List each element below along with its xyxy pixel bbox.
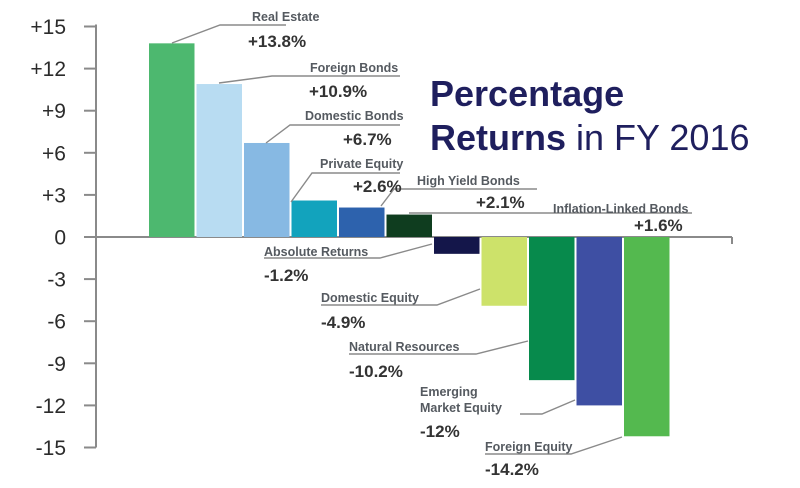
category-label: Real Estate [252,10,319,24]
bar [196,84,242,237]
leader-line [171,24,286,44]
chart-title-line-2: Returns in FY 2016 [430,117,750,158]
value-label: +2.1% [476,193,525,212]
bar [481,237,527,306]
bar [291,200,337,237]
chart-title-rest-part: in FY 2016 [566,117,749,158]
y-tick-label: 0 [54,227,66,250]
y-tick-label: -9 [47,353,66,376]
category-label: Domestic Equity [321,291,419,305]
leader-line [265,124,400,144]
value-label: +6.7% [343,130,392,149]
chart-title-line-1: Percentage [430,73,624,114]
y-tick-label: -6 [47,311,66,334]
bar [434,237,480,254]
category-label: Absolute Returns [264,245,368,259]
y-tick-label: +12 [30,58,66,81]
value-label: -14.2% [485,460,539,479]
leader-line [321,288,481,306]
leader-line [380,188,537,207]
y-tick-label: +6 [42,142,66,165]
value-label: +2.6% [353,177,402,196]
category-label: Domestic Bonds [305,109,404,123]
y-tick-label: -12 [36,395,66,418]
category-label: Foreign Equity [485,440,573,454]
bar [386,214,432,237]
bar [149,43,195,238]
bar [576,237,622,406]
category-label: Inflation-Linked Bonds [553,202,688,216]
value-label: -1.2% [264,266,308,285]
category-label: Private Equity [320,157,403,171]
category-label: Foreign Bonds [310,61,398,75]
leader-layer [171,24,692,455]
leader-line [218,75,400,84]
value-label: +1.6% [634,216,683,235]
bar [244,142,290,237]
y-tick-label: -15 [36,437,66,460]
category-label: Emerging [420,385,478,399]
leader-line [485,436,623,455]
leader-line [290,172,400,203]
value-label: -12% [420,422,460,441]
category-label: High Yield Bonds [417,174,520,188]
y-tick-label: +3 [42,184,66,207]
y-tick-label: -3 [47,269,66,292]
label-layer: Real Estate +13.8% Foreign Bonds +10.9% Dome… [248,10,688,479]
y-tick-label: +9 [42,100,66,123]
value-label: -10.2% [349,362,403,381]
value-label: -4.9% [321,313,365,332]
chart-title-bold-part: Returns [430,117,566,158]
category-label: Natural Resources [349,340,460,354]
value-label: +10.9% [309,82,367,101]
leader-line [520,399,576,415]
y-tick-label: +15 [30,16,66,39]
bar [339,207,385,237]
bar-layer [149,43,670,437]
value-label: +13.8% [248,32,306,51]
leader-line [264,243,433,259]
leader-line [349,340,529,355]
bar [624,237,670,437]
bar [529,237,575,381]
category-label: Market Equity [420,401,502,415]
